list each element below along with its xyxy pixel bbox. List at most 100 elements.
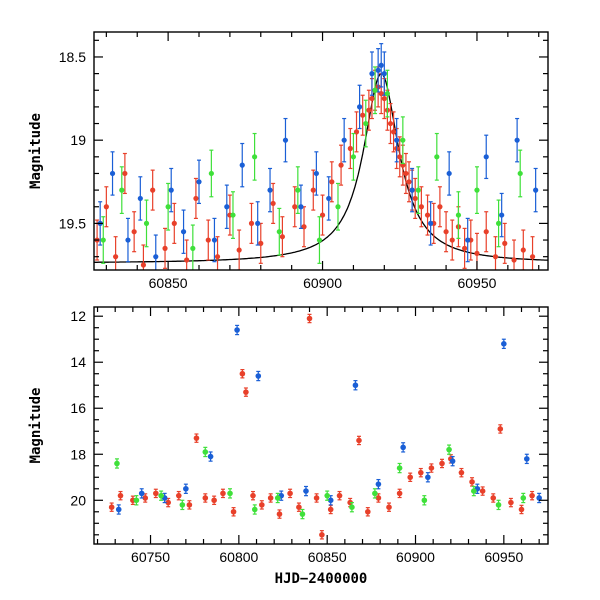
data-point: [179, 502, 186, 508]
data-point: [150, 187, 156, 193]
data-point: [335, 204, 341, 210]
data-point: [469, 479, 475, 485]
data-point: [458, 469, 465, 476]
data-point: [329, 179, 335, 185]
data-point: [425, 474, 431, 481]
data-point: [341, 137, 347, 143]
data-point: [455, 212, 462, 218]
data-point: [474, 187, 480, 193]
data-point: [497, 426, 504, 432]
bottom-panel: 60750 60800 60850 60900 60950 12 14 16 18 20 Magni…: [28, 306, 549, 565]
data-point: [375, 67, 381, 73]
data-point: [378, 62, 384, 68]
data-point: [483, 229, 489, 235]
data-point: [518, 506, 525, 513]
x-tick-label: 60900: [396, 549, 435, 565]
data-point: [465, 237, 471, 243]
data-point: [279, 234, 285, 240]
data-point: [143, 220, 150, 226]
series-green: [114, 444, 527, 520]
data-point: [299, 511, 306, 517]
data-point: [428, 465, 435, 471]
data-point: [117, 492, 124, 499]
data-point: [158, 492, 164, 499]
data-point: [108, 504, 115, 510]
y-tick-label: 12: [70, 308, 86, 324]
top-panel: 60850 60900 60950 18.5 19 19.5 Magnitude: [28, 31, 549, 291]
data-point: [138, 490, 145, 497]
data-point: [122, 170, 128, 177]
data-point: [255, 220, 261, 226]
data-point: [381, 71, 387, 77]
data-point: [520, 495, 527, 501]
data-point: [190, 245, 196, 251]
data-point: [446, 170, 452, 177]
data-point: [474, 250, 480, 256]
data-point: [114, 460, 120, 467]
data-point: [180, 229, 187, 235]
data-point: [347, 145, 353, 152]
data-point: [224, 204, 230, 210]
data-point: [406, 179, 412, 185]
data-point: [137, 195, 143, 202]
data-point: [276, 511, 283, 517]
y-tick-label: 19: [70, 132, 86, 148]
data-point: [140, 262, 147, 268]
data-point: [165, 499, 171, 506]
data-point: [327, 506, 334, 513]
data-point: [326, 195, 332, 202]
data-point: [360, 112, 366, 118]
data-point: [449, 458, 456, 464]
data-point: [230, 212, 236, 218]
plot-area: [108, 313, 542, 540]
data-point: [495, 502, 502, 508]
data-point: [529, 492, 535, 499]
data-point: [220, 490, 226, 497]
data-point: [397, 154, 403, 160]
plot-area: [94, 43, 548, 270]
x-tick-label: 60850: [149, 275, 188, 291]
data-point: [295, 187, 301, 193]
data-point: [533, 187, 539, 193]
data-point: [462, 245, 468, 251]
series-red: [108, 313, 535, 540]
data-point: [259, 502, 265, 508]
data-point: [303, 488, 309, 494]
data-point: [386, 504, 392, 510]
data-point: [446, 446, 452, 453]
data-point: [274, 495, 281, 501]
data-point: [175, 492, 182, 499]
data-point: [418, 204, 424, 210]
y-tick-label: 18: [70, 446, 86, 462]
data-point: [536, 495, 542, 501]
y-axis-label: Magnitude: [28, 113, 44, 189]
data-point: [363, 120, 369, 127]
x-tick-label: 60850: [308, 549, 347, 565]
data-point: [514, 137, 520, 143]
data-point: [352, 382, 359, 389]
data-point: [529, 254, 536, 260]
data-point: [375, 481, 382, 487]
x-axis-label: HJD−2400000: [275, 571, 368, 587]
data-point: [113, 254, 119, 260]
data-point: [298, 204, 304, 210]
y-tick-label: 19.5: [59, 215, 86, 231]
plot-frame: [93, 306, 549, 545]
data-point: [520, 247, 526, 253]
series-blue: [97, 43, 539, 270]
fit-curve: [94, 72, 548, 263]
data-point: [437, 204, 443, 210]
x-tick-label: 60950: [457, 275, 496, 291]
data-point: [100, 237, 106, 243]
data-point: [207, 453, 214, 460]
data-point: [193, 195, 199, 202]
data-point: [479, 488, 486, 494]
x-tick-label: 60750: [131, 549, 170, 565]
y-tick-label: 18.5: [59, 49, 86, 65]
data-point: [502, 240, 508, 246]
data-point: [267, 495, 274, 501]
data-point: [369, 95, 375, 102]
data-point: [202, 449, 209, 455]
data-point: [276, 229, 282, 235]
